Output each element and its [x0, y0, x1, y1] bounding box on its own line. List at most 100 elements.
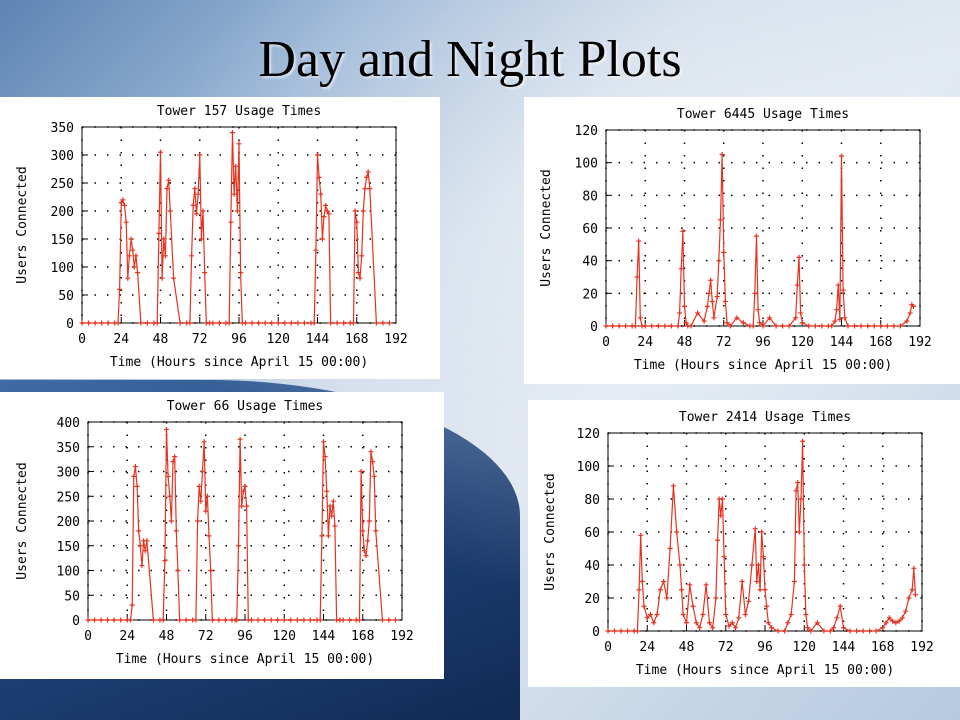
data-point — [693, 620, 699, 626]
data-point — [144, 320, 150, 326]
x-tick-label: 24 — [637, 335, 653, 350]
data-point — [909, 587, 915, 593]
data-point — [236, 141, 242, 147]
data-point — [703, 582, 709, 588]
data-point — [639, 579, 645, 584]
y-tick-label: 0 — [592, 625, 600, 640]
data-point — [854, 628, 860, 634]
data-point — [798, 496, 804, 502]
x-tick-label: 72 — [198, 629, 214, 644]
data-point — [233, 163, 239, 169]
data-point — [323, 202, 329, 208]
data-point — [237, 436, 243, 442]
data-point — [92, 617, 98, 623]
data-point — [708, 277, 714, 283]
x-tick-label: 192 — [910, 640, 933, 655]
data-point — [126, 253, 132, 259]
data-point — [661, 579, 667, 584]
data-point — [819, 323, 825, 329]
data-point — [360, 528, 366, 534]
chart-title: Tower 2414 Usage Times — [679, 410, 851, 425]
data-point — [367, 186, 373, 192]
data-point — [867, 628, 873, 634]
data-point — [243, 320, 249, 326]
data-point — [162, 253, 168, 259]
x-axis-label: Time (Hours since April 15 00:00) — [116, 652, 374, 667]
x-tick-label: 144 — [832, 640, 856, 655]
y-tick-label: 100 — [51, 261, 74, 276]
data-point — [229, 130, 235, 136]
data-point — [135, 270, 141, 276]
data-point — [363, 553, 369, 559]
data-point — [234, 617, 240, 623]
x-tick-label: 192 — [908, 335, 931, 350]
data-point — [903, 608, 909, 614]
data-point — [269, 320, 275, 326]
data-point — [695, 310, 701, 316]
data-point — [373, 320, 379, 326]
data-point — [322, 454, 328, 460]
data-point — [239, 503, 245, 509]
data-point — [92, 320, 98, 326]
data-point — [625, 628, 631, 634]
data-point — [858, 323, 864, 329]
data-point — [360, 208, 366, 214]
data-point — [684, 620, 689, 626]
data-point — [131, 473, 137, 479]
data-point — [318, 191, 324, 197]
data-point — [832, 318, 838, 324]
y-tick-label: 0 — [590, 320, 598, 335]
data-point — [165, 473, 171, 479]
chart-svg: Tower 66 Usage Times 0 24 48 72 96 120 144 168 19… — [15, 399, 414, 667]
data-point — [878, 323, 884, 329]
data-point — [359, 253, 365, 259]
data-point — [281, 617, 287, 623]
data-point — [210, 320, 216, 326]
y-tick-label: 400 — [57, 416, 80, 431]
x-tick-label: 168 — [869, 335, 892, 350]
data-point — [262, 617, 268, 623]
data-point — [644, 615, 650, 621]
data-point — [294, 617, 300, 623]
data-point — [275, 320, 281, 326]
data-point — [138, 320, 144, 326]
data-point — [742, 612, 748, 617]
y-tick-label: 350 — [51, 121, 74, 136]
data-point — [871, 323, 877, 329]
data-point — [105, 320, 111, 326]
x-tick-label: 192 — [390, 629, 413, 644]
data-point — [189, 253, 195, 259]
x-tick-label: 48 — [159, 629, 175, 644]
data-point — [365, 538, 371, 544]
data-point — [688, 323, 694, 329]
data-point — [187, 320, 193, 326]
data-point — [729, 620, 735, 626]
data-point — [805, 625, 811, 631]
y-tick-label: 80 — [584, 493, 600, 508]
x-tick-label: 72 — [192, 332, 208, 347]
data-point — [687, 582, 693, 588]
data-point — [852, 323, 858, 329]
data-point — [891, 323, 897, 329]
data-point — [880, 625, 886, 631]
data-point — [636, 238, 642, 244]
y-tick-label: 50 — [58, 289, 74, 304]
data-point — [235, 543, 241, 549]
data-point — [690, 603, 696, 609]
data-point — [760, 323, 766, 329]
data-point — [634, 628, 640, 634]
data-point — [330, 498, 336, 504]
data-point — [134, 483, 140, 489]
data-point — [883, 620, 889, 626]
data-point — [796, 529, 802, 535]
data-point — [249, 617, 255, 623]
data-point — [98, 617, 104, 623]
data-point — [603, 323, 609, 329]
data-point — [674, 529, 680, 535]
data-point — [723, 612, 729, 617]
data-point — [334, 320, 340, 326]
data-point — [791, 579, 797, 584]
chart-tower-157: Tower 157 Usage Times 0 24 48 72 96 120 144 168 1… — [0, 97, 440, 379]
data-point — [835, 282, 841, 288]
data-point — [706, 620, 712, 626]
